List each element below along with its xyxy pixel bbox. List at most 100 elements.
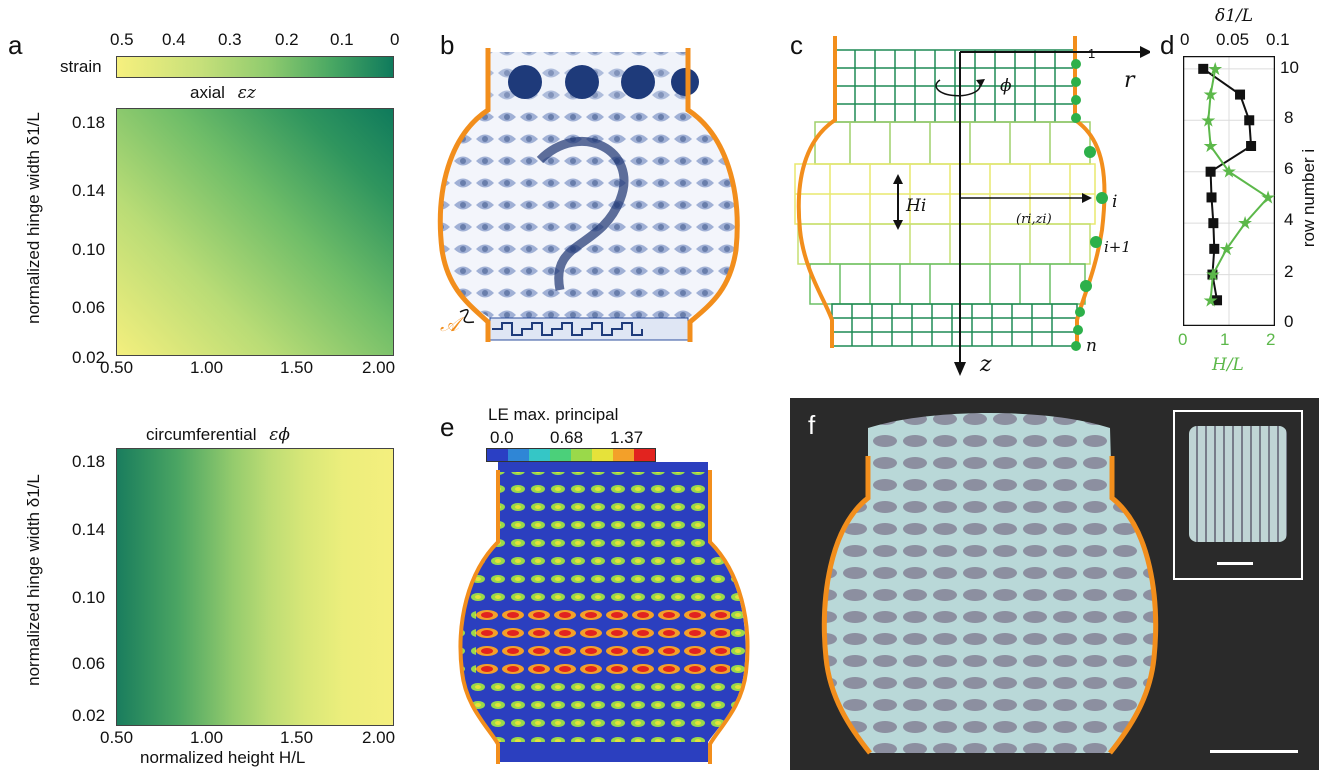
colorbar-tick: 0 (390, 30, 400, 49)
data-point: ★ (1221, 162, 1237, 182)
colorbar-ticks: 0.5 0.4 0.3 0.2 0.1 0 (110, 30, 400, 52)
data-point: ★ (1207, 59, 1223, 79)
panel-label-f: f (808, 410, 816, 440)
row-profile-chart: ★★★★★★★★★★ (1183, 56, 1275, 326)
contour-ticks: 0.0 0.68 1.37 (490, 428, 650, 448)
data-point (1198, 63, 1209, 74)
panel-label-d: d (1160, 30, 1175, 60)
y-tick: 0 (1284, 312, 1294, 331)
heatmap-title-symbol: εϕ (269, 425, 290, 445)
series-line-square (1202, 68, 1253, 301)
x-tick: 2.00 (362, 728, 396, 747)
data-point (1244, 115, 1255, 126)
data-point (1206, 192, 1217, 203)
row-label-i: i (1112, 192, 1118, 212)
row-label-n: n (1086, 336, 1097, 356)
data-point (1208, 218, 1219, 229)
height-label: Hi (906, 196, 927, 216)
top-ticks: 0 0.05 0.1 (1178, 30, 1298, 50)
data-point: ★ (1260, 187, 1275, 207)
y-tick: 0.06 (72, 654, 106, 673)
x-top-tick: 0.1 (1266, 30, 1290, 49)
heatmap-title: axial εz (190, 83, 256, 103)
grid-schematic (794, 36, 1150, 376)
colorbar-tick: 0.4 (162, 30, 186, 49)
y-tick: 0.18 (72, 113, 106, 132)
heatmap-title-text: circumferential (146, 425, 257, 444)
series-line-star (1207, 68, 1270, 301)
x-axis-label: normalized height H/L (140, 748, 306, 767)
x-tick: 1.50 (280, 358, 314, 377)
y-tick: 2 (1284, 262, 1294, 281)
data-point: ★ (1200, 110, 1216, 130)
heatmap-title-symbol: εz (237, 83, 256, 103)
scale-bar (1210, 750, 1298, 753)
data-point (1235, 89, 1246, 100)
data-point (1246, 141, 1257, 151)
y-axis-label-top: normalized hinge width δ1/L (24, 112, 43, 324)
vase-illustration (437, 48, 740, 342)
contour-tick: 1.37 (610, 428, 644, 447)
y-tick: 6 (1284, 159, 1294, 178)
colorbar (116, 56, 394, 78)
inset-scale-bar (1217, 562, 1253, 565)
x-ticks-bottom: 0.50 1.00 1.50 2.00 (100, 728, 410, 750)
y-tick: 0.18 (72, 452, 106, 471)
row-axis-label: row number i (1299, 148, 1318, 248)
y-axis-label-bottom: normalized hinge width δ1/L (24, 474, 43, 686)
panel-label-a: a (8, 30, 23, 60)
x-tick: 0.50 (100, 358, 134, 377)
x-bottom-tick: 0 (1178, 330, 1188, 349)
data-point (1212, 295, 1223, 306)
y-tick: 0.02 (72, 348, 106, 367)
y-tick: 0.06 (72, 298, 106, 317)
heatmap-circumferential (116, 448, 394, 726)
colorbar-tick: 0.2 (275, 30, 299, 49)
x-top-tick: 0 (1180, 30, 1190, 49)
axis-z-label: z (980, 352, 992, 377)
bottom-ticks: 0 1 2 (1178, 330, 1298, 352)
row-ticks: 10 8 6 4 2 0 (1280, 56, 1310, 336)
contour-colorbar (486, 448, 656, 462)
heatmap-axial (116, 108, 394, 356)
axis-r-label: r (1124, 68, 1135, 93)
colorbar-tick: 0.1 (330, 30, 354, 49)
coordinate-label: (ri,zi) (1016, 212, 1052, 227)
x-top-tick: 0.05 (1216, 30, 1250, 49)
panel-label-c: c (790, 30, 803, 60)
fea-simulation (458, 462, 750, 764)
data-point: ★ (1205, 265, 1221, 285)
x-bottom-tick: 2 (1266, 330, 1276, 349)
phi-label: ϕ (1000, 76, 1012, 96)
contour-tick: 0.0 (490, 428, 514, 447)
data-point (1205, 166, 1216, 177)
contour-tick: 0.68 (550, 428, 584, 447)
panel-label-b: b (440, 30, 455, 60)
data-point: ★ (1219, 239, 1235, 259)
inset-photo (1173, 410, 1303, 580)
photo-panel: f (790, 398, 1319, 770)
row-label-i1: i+1 (1104, 238, 1131, 256)
y-tick: 8 (1284, 108, 1294, 127)
y-tick: 0.14 (72, 181, 106, 200)
data-point: ★ (1237, 213, 1253, 233)
y-tick: 4 (1284, 210, 1294, 229)
x-tick: 1.00 (190, 728, 224, 747)
x-ticks-top: 0.50 1.00 1.50 2.00 (100, 358, 410, 380)
contour-title: LE max. principal (488, 405, 619, 424)
y-ticks-top: 0.18 0.14 0.10 0.06 0.02 (70, 108, 114, 367)
y-tick: 0.14 (72, 520, 106, 539)
x-tick: 1.50 (280, 728, 314, 747)
x-tick: 0.50 (100, 728, 134, 747)
colorbar-tick: 0.5 (110, 30, 134, 49)
boundary-annotation: 𝒜 (440, 312, 459, 336)
printed-vase-photo (821, 413, 1159, 755)
heatmap-title-text: axial (190, 83, 225, 102)
data-point (1209, 243, 1220, 254)
y-tick: 0.10 (72, 240, 106, 259)
colorbar-tick: 0.3 (218, 30, 242, 49)
panel-label-e: e (440, 412, 455, 442)
data-point: ★ (1203, 85, 1219, 105)
row-label-1: 1 (1088, 46, 1096, 61)
x-tick: 2.00 (362, 358, 396, 377)
